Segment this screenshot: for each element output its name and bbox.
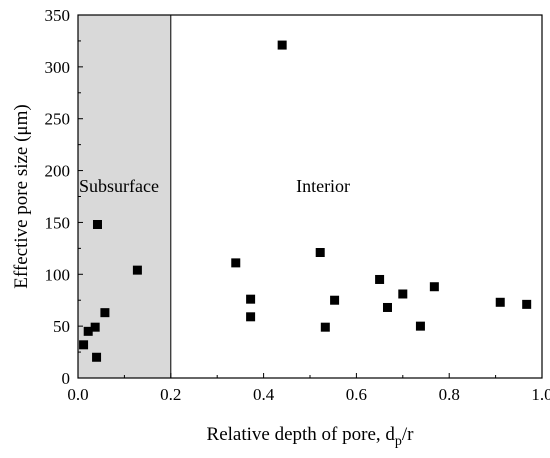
y-tick-label: 350 <box>45 6 71 25</box>
y-tick-label: 50 <box>53 317 70 336</box>
data-point <box>92 352 102 362</box>
annotation-interior: Interior <box>296 176 350 196</box>
y-tick-label: 250 <box>45 110 71 129</box>
data-point <box>100 308 110 318</box>
shaded-subsurface-region <box>78 15 171 378</box>
x-tick-label: 1.0 <box>531 385 550 404</box>
data-point <box>277 40 287 50</box>
data-point <box>231 258 241 268</box>
data-point <box>79 340 89 350</box>
x-axis-title-subscript: p <box>395 434 402 449</box>
x-axis-title-main: Relative depth of pore, d <box>207 424 396 445</box>
data-point <box>246 312 256 322</box>
data-point <box>92 220 102 230</box>
data-point <box>132 265 142 275</box>
x-axis-title-suffix: /r <box>402 424 414 445</box>
data-point <box>398 289 408 299</box>
data-point <box>246 294 256 304</box>
y-tick-label: 0 <box>62 369 71 388</box>
data-point <box>330 295 340 305</box>
data-point <box>90 322 100 332</box>
data-point <box>522 299 532 309</box>
data-points <box>79 40 532 362</box>
annotation-subsurface: Subsurface <box>79 176 159 196</box>
y-axis-title: Effective pore size (μm) <box>11 104 32 288</box>
x-tick-label: 0.2 <box>160 385 181 404</box>
y-ticks: 0 50 100 150 200 250 300 350 <box>45 6 83 388</box>
x-tick-label: 0.4 <box>253 385 275 404</box>
data-point <box>315 248 325 258</box>
y-tick-label: 200 <box>45 162 71 181</box>
data-point <box>83 326 93 336</box>
x-tick-label: 0.8 <box>439 385 460 404</box>
data-point <box>375 274 385 284</box>
y-tick-label: 300 <box>45 58 71 77</box>
x-tick-label: 0.0 <box>67 385 88 404</box>
data-point <box>429 282 439 292</box>
data-point <box>320 322 330 332</box>
y-tick-label: 150 <box>45 213 71 232</box>
y-tick-label: 100 <box>45 265 71 284</box>
x-tick-label: 0.6 <box>346 385 367 404</box>
data-point <box>415 321 425 331</box>
data-point <box>382 302 392 312</box>
plot-frame <box>77 14 543 379</box>
x-axis-title: Relative depth of pore, dp/r <box>207 424 415 449</box>
data-point <box>495 297 505 307</box>
